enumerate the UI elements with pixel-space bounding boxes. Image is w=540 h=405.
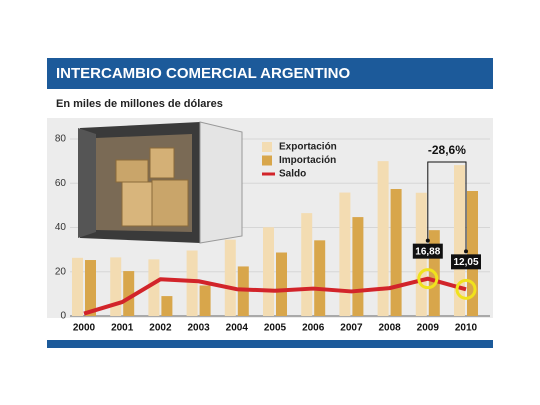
x-tick-label: 2006	[302, 323, 325, 334]
title-bar	[47, 58, 493, 89]
chart-title: INTERCAMBIO COMERCIAL ARGENTINO	[56, 65, 350, 82]
y-tick-label: 80	[55, 134, 67, 145]
point-highlight	[417, 268, 439, 290]
container-illustration	[78, 121, 243, 244]
x-tick-label: 2001	[111, 323, 134, 334]
annotation-bracket	[427, 161, 467, 252]
y-tick-label: 60	[55, 178, 67, 189]
value-label-box	[412, 243, 443, 259]
bar	[390, 189, 402, 316]
bar	[454, 165, 465, 316]
bar	[123, 271, 135, 316]
footer-bar	[47, 340, 493, 348]
x-tick-label: 2005	[264, 323, 287, 334]
legend-label: Importación	[279, 155, 336, 166]
point-highlight	[455, 278, 477, 300]
legend-swatch	[262, 155, 272, 166]
legend-label: Saldo	[279, 169, 306, 180]
bar	[148, 259, 160, 316]
value-label-box	[451, 254, 481, 270]
crate	[149, 147, 175, 179]
bracket-dot	[464, 249, 468, 254]
bar	[263, 227, 274, 316]
x-tick-label: 2004	[226, 323, 249, 334]
crate	[121, 181, 153, 227]
bar	[301, 213, 313, 316]
bar	[110, 257, 122, 316]
bar	[467, 190, 478, 316]
bar	[186, 250, 198, 316]
annotation: -28,6%	[428, 143, 466, 157]
x-tick-label: 2010	[455, 323, 478, 334]
y-tick-label: 40	[55, 222, 67, 233]
y-tick-label: 0	[60, 311, 66, 322]
x-tick-label: 2000	[73, 323, 96, 334]
y-tick-label: 20	[55, 266, 67, 277]
bracket-dot	[425, 238, 430, 243]
bar	[224, 239, 236, 316]
bar	[161, 296, 173, 316]
x-tick-label: 2003	[187, 323, 210, 334]
bar	[276, 252, 287, 316]
crate	[151, 179, 189, 227]
value-label: 16,88	[415, 246, 440, 257]
container-door	[199, 121, 243, 244]
value-label: 12,05	[453, 257, 478, 268]
bar	[377, 161, 389, 316]
x-tick-label: 2002	[149, 323, 172, 334]
x-tick-label: 2009	[417, 323, 440, 334]
x-tick-label: 2008	[378, 323, 401, 334]
bar	[352, 217, 364, 316]
legend-swatch	[262, 142, 272, 152]
bar	[339, 192, 351, 316]
chart-subtitle: En miles de millones de dólares	[56, 98, 223, 110]
bar	[72, 257, 83, 316]
legend-swatch	[262, 172, 275, 176]
x-tick-label: 2007	[340, 323, 363, 334]
container-door	[78, 128, 96, 238]
bar	[85, 260, 96, 316]
bar	[199, 285, 211, 316]
bar	[314, 240, 326, 316]
crate	[115, 159, 149, 183]
saldo-line	[83, 276, 467, 316]
legend-label: Exportación	[279, 142, 337, 153]
